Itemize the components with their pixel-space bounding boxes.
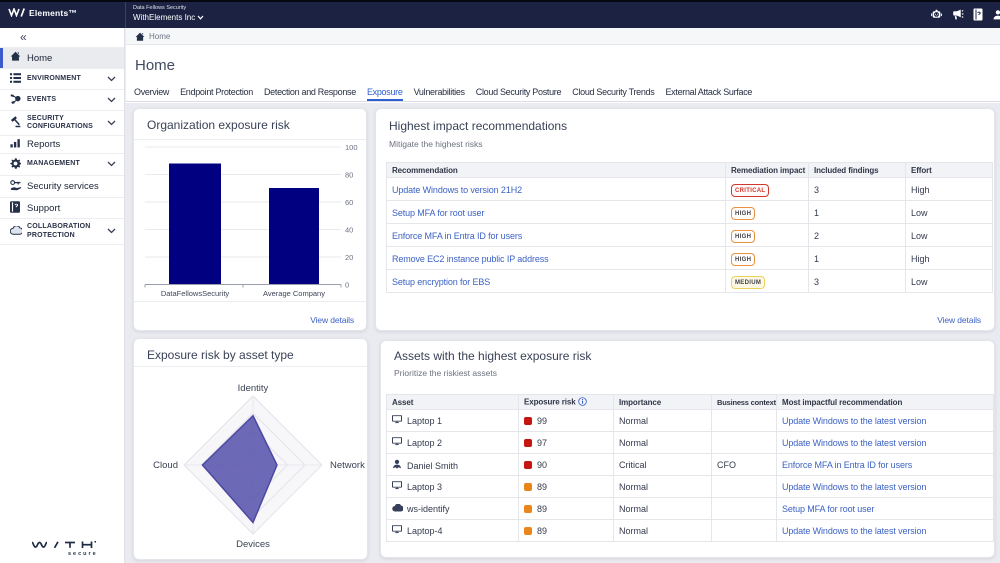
svg-text:20: 20 <box>345 253 353 262</box>
svg-text:80: 80 <box>345 171 353 180</box>
svg-text:Identity: Identity <box>238 383 269 394</box>
svg-text:DataFellowsSecurity: DataFellowsSecurity <box>161 289 230 298</box>
svg-text:Cloud: Cloud <box>153 460 178 471</box>
svg-text:Devices: Devices <box>236 539 270 550</box>
svg-text:100: 100 <box>345 143 358 152</box>
svg-text:60: 60 <box>345 198 353 207</box>
svg-text:0: 0 <box>345 281 349 290</box>
svg-text:40: 40 <box>345 226 353 235</box>
svg-text:Average Company: Average Company <box>263 289 325 298</box>
svg-text:secure: secure <box>68 551 98 556</box>
svg-text:Network: Network <box>330 460 365 471</box>
